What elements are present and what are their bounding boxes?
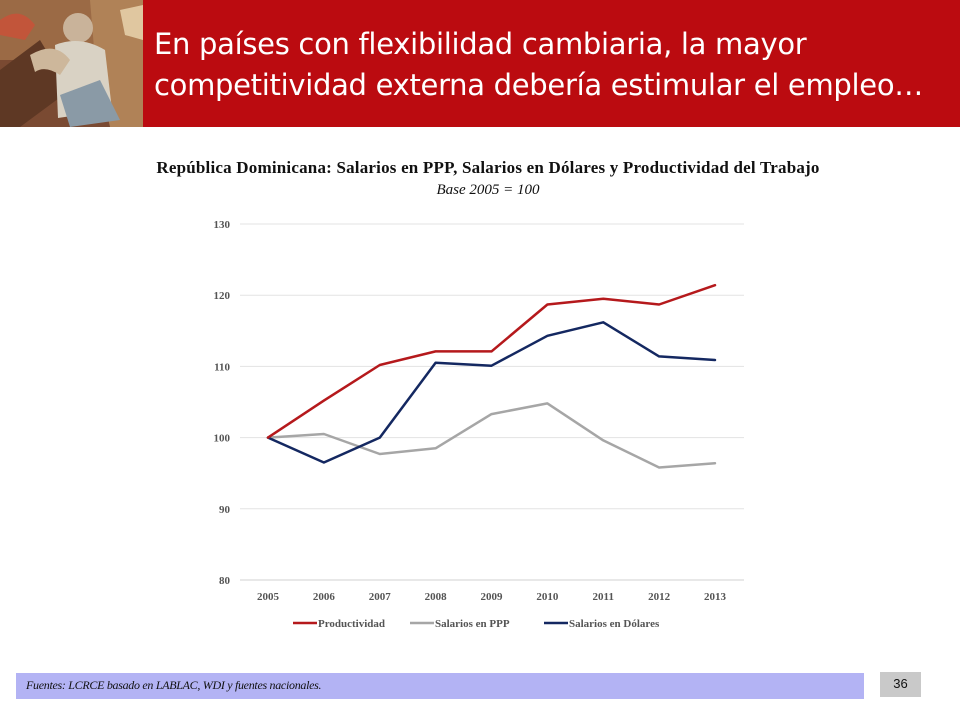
chart-subtitle: Base 2005 = 100 (436, 182, 540, 198)
series-line-productividad (266, 283, 717, 439)
legend-label: Salarios en Dólares (569, 618, 660, 630)
x-tick-label: 2009 (481, 591, 504, 603)
header-bar: En países con flexibilidad cambiaria, la… (0, 0, 960, 127)
x-tick-label: 2007 (369, 591, 392, 603)
y-tick-label: 110 (214, 361, 230, 373)
page-number: 36 (893, 676, 908, 691)
chart-title: República Dominicana: Salarios en PPP, S… (156, 158, 820, 177)
series-line-salarios-en-ppp (266, 402, 717, 469)
series-line-salarios-en-d-lares (266, 321, 717, 464)
x-tick-label: 2010 (536, 591, 559, 603)
y-tick-label: 80 (219, 575, 231, 587)
series-lines (266, 283, 717, 469)
x-tick-label: 2013 (704, 591, 727, 603)
source-footer: Fuentes: LCRCE basado en LABLAC, WDI y f… (16, 673, 864, 699)
header-mural-image (0, 0, 143, 127)
x-tick-label: 2005 (257, 591, 280, 603)
source-note: Fuentes: LCRCE basado en LABLAC, WDI y f… (26, 678, 322, 692)
legend-label: Productividad (318, 618, 385, 630)
x-axis-tick-labels: 2005 2006 2007 2008 2009 2010 2011 2012 2013 (257, 591, 727, 603)
title-line-1: En países con flexibilidad cambiaria, la… (154, 27, 807, 61)
line-chart: 80 90 100 110 120 130 2005 2006 2007 2008 2009 201… (214, 219, 744, 630)
y-axis-tick-labels: 80 90 100 110 120 130 (214, 219, 231, 587)
title-line-2: competitividad externa debería estimular… (154, 68, 923, 102)
grid-lines (240, 223, 744, 581)
y-tick-label: 90 (219, 504, 231, 516)
page-title: En países con flexibilidad cambiaria, la… (154, 24, 944, 106)
y-tick-label: 100 (214, 433, 231, 445)
y-tick-label: 120 (214, 290, 231, 302)
y-tick-label: 130 (214, 219, 231, 231)
x-tick-label: 2012 (648, 591, 671, 603)
x-tick-label: 2008 (425, 591, 448, 603)
chart-legend: Productividad Salarios en PPP Salarios en … (293, 618, 660, 630)
legend-label: Salarios en PPP (435, 618, 510, 630)
x-tick-label: 2011 (593, 591, 614, 603)
page-number-box: 36 (880, 672, 921, 697)
x-tick-label: 2006 (313, 591, 336, 603)
